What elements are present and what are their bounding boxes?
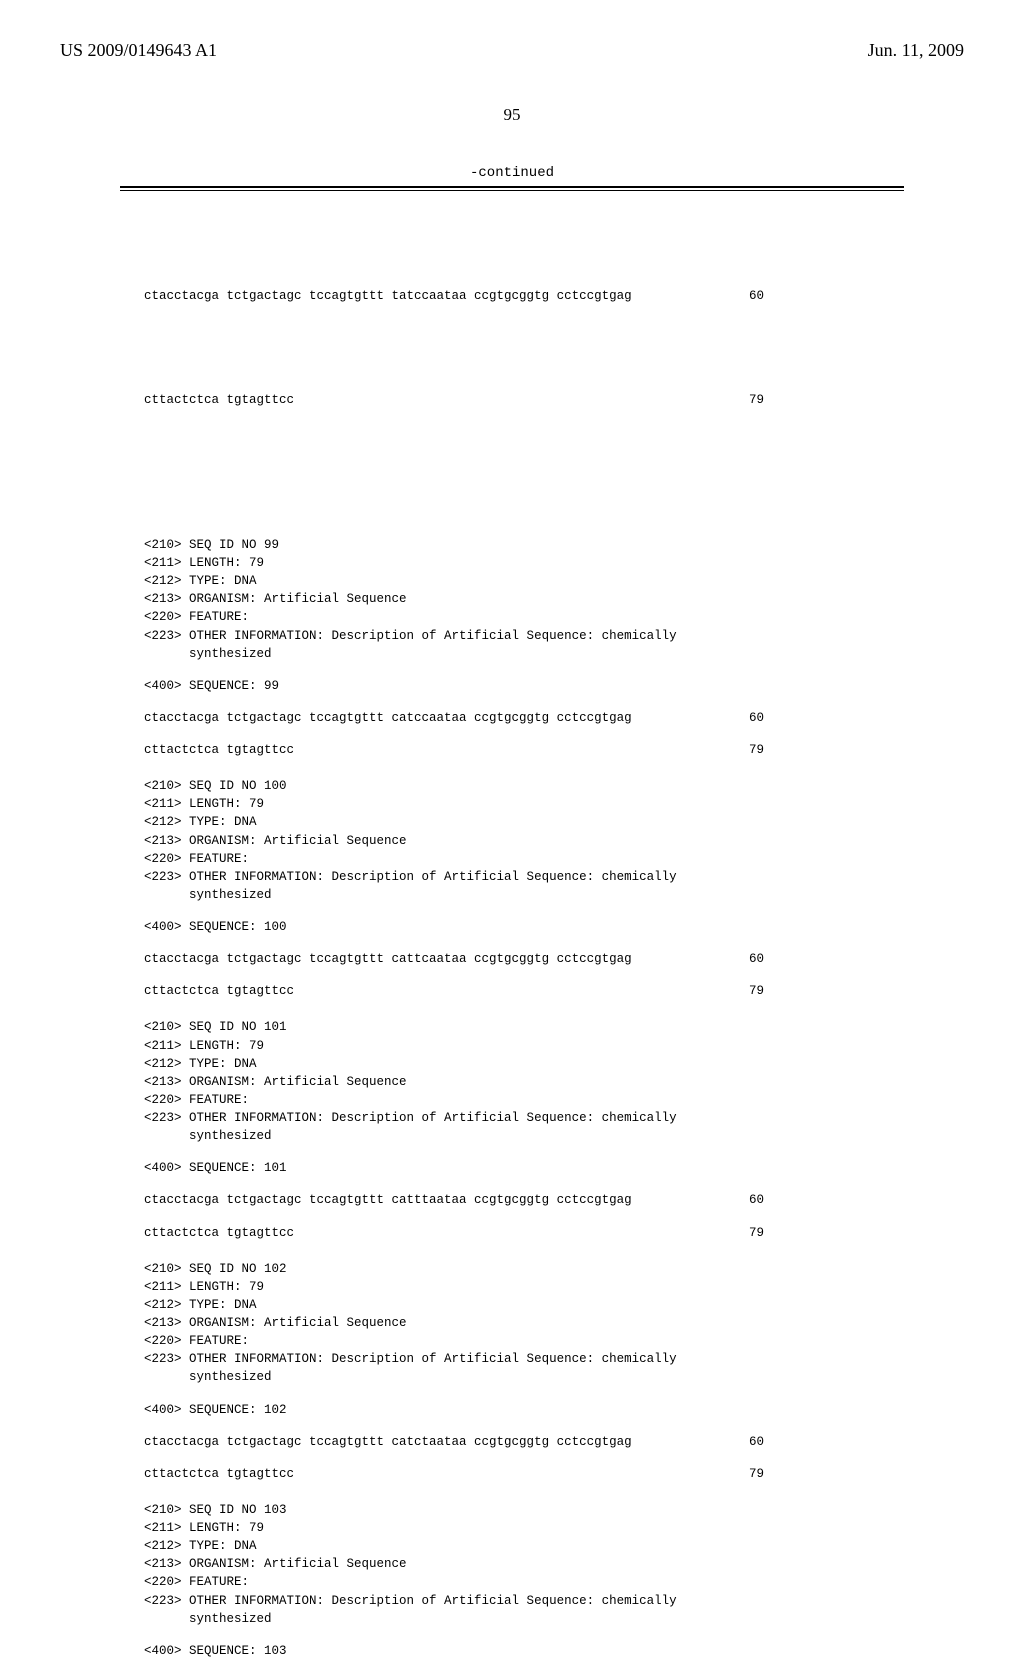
sequence-text: ctacctacga tctgactagc tccagtgttt catccaa… (144, 709, 632, 727)
sequence-listing: ctacctacga tctgactagc tccagtgttt tatccaa… (144, 214, 904, 1678)
sequence-entry: <210> SEQ ID NO 99<211> LENGTH: 79<212> … (144, 536, 904, 759)
sequence-entry: <210> SEQ ID NO 100<211> LENGTH: 79<212>… (144, 777, 904, 1000)
metadata-line: <223> OTHER INFORMATION: Description of … (144, 868, 904, 886)
sequence-line: cttactctca tgtagttcc 79 (144, 741, 764, 759)
sequence-text: ctacctacga tctgactagc tccagtgttt tatccaa… (144, 287, 632, 305)
sequence-line: cttactctca tgtagttcc 79 (144, 1224, 764, 1242)
sequence-position: 79 (719, 1224, 764, 1242)
sequence-metadata: <210> SEQ ID NO 101<211> LENGTH: 79<212>… (144, 1018, 904, 1145)
sequence-text: cttactctca tgtagttcc (144, 1224, 294, 1242)
continued-label: -continued (0, 165, 1024, 181)
metadata-line: <220> FEATURE: (144, 1332, 904, 1350)
metadata-line: <211> LENGTH: 79 (144, 1519, 904, 1537)
publication-number: US 2009/0149643 A1 (60, 40, 217, 60)
publication-date: Jun. 11, 2009 (868, 40, 964, 61)
sequence-line: ctacctacga tctgactagc tccagtgttt catccaa… (144, 709, 764, 727)
sequence-label: <400> SEQUENCE: 101 (144, 1159, 904, 1177)
sequence-text: cttactctca tgtagttcc (144, 741, 294, 759)
sequence-label: <400> SEQUENCE: 99 (144, 677, 904, 695)
sequence-block: ctacctacga tctgactagc tccagtgttt tatccaa… (144, 250, 904, 445)
sequence-metadata: <210> SEQ ID NO 102<211> LENGTH: 79<212>… (144, 1260, 904, 1387)
sequence-line: ctacctacga tctgactagc tccagtgttt cattcaa… (144, 950, 764, 968)
metadata-line: synthesized (144, 1610, 904, 1628)
sequence-position: 60 (719, 709, 764, 727)
sequence-text: cttactctca tgtagttcc (144, 1465, 294, 1483)
metadata-line: <212> TYPE: DNA (144, 813, 904, 831)
metadata-line: <212> TYPE: DNA (144, 1537, 904, 1555)
metadata-line: synthesized (144, 886, 904, 904)
page-number: 95 (0, 105, 1024, 125)
metadata-line: <220> FEATURE: (144, 608, 904, 626)
metadata-line: synthesized (144, 1368, 904, 1386)
sequence-metadata: <210> SEQ ID NO 99<211> LENGTH: 79<212> … (144, 536, 904, 663)
sequence-position: 60 (719, 287, 764, 305)
sequence-position: 60 (719, 1433, 764, 1451)
metadata-line: <211> LENGTH: 79 (144, 1278, 904, 1296)
metadata-line: synthesized (144, 1127, 904, 1145)
metadata-line: <220> FEATURE: (144, 1091, 904, 1109)
sequence-metadata: <210> SEQ ID NO 100<211> LENGTH: 79<212>… (144, 777, 904, 904)
metadata-line: <212> TYPE: DNA (144, 1296, 904, 1314)
sequence-text: cttactctca tgtagttcc (144, 982, 294, 1000)
metadata-line: <211> LENGTH: 79 (144, 1037, 904, 1055)
metadata-line: <223> OTHER INFORMATION: Description of … (144, 1109, 904, 1127)
metadata-line: <213> ORGANISM: Artificial Sequence (144, 832, 904, 850)
metadata-line: <223> OTHER INFORMATION: Description of … (144, 1350, 904, 1368)
sequence-text: ctacctacga tctgactagc tccagtgttt cattcaa… (144, 950, 632, 968)
metadata-line: <211> LENGTH: 79 (144, 554, 904, 572)
sequence-label: <400> SEQUENCE: 103 (144, 1642, 904, 1660)
sequence-position: 60 (719, 950, 764, 968)
metadata-line: synthesized (144, 645, 904, 663)
sequence-metadata: <210> SEQ ID NO 103<211> LENGTH: 79<212>… (144, 1501, 904, 1628)
sequence-position: 79 (719, 741, 764, 759)
metadata-line: <210> SEQ ID NO 102 (144, 1260, 904, 1278)
metadata-line: <220> FEATURE: (144, 1573, 904, 1591)
sequence-text: cttactctca tgtagttcc (144, 391, 294, 409)
metadata-line: <223> OTHER INFORMATION: Description of … (144, 627, 904, 645)
sequence-position: 79 (719, 1465, 764, 1483)
sequence-entry: <210> SEQ ID NO 102<211> LENGTH: 79<212>… (144, 1260, 904, 1483)
metadata-line: <210> SEQ ID NO 100 (144, 777, 904, 795)
sequence-entry: <210> SEQ ID NO 101<211> LENGTH: 79<212>… (144, 1018, 904, 1241)
rule-top-2 (120, 190, 904, 191)
page-header: US 2009/0149643 A1 Jun. 11, 2009 (0, 40, 1024, 61)
sequence-entry: <210> SEQ ID NO 103<211> LENGTH: 79<212>… (144, 1501, 904, 1660)
sequence-text: ctacctacga tctgactagc tccagtgttt catctaa… (144, 1433, 632, 1451)
sequence-position: 79 (719, 391, 764, 409)
rule-top (120, 186, 904, 188)
metadata-line: <213> ORGANISM: Artificial Sequence (144, 1555, 904, 1573)
metadata-line: <210> SEQ ID NO 101 (144, 1018, 904, 1036)
metadata-line: <213> ORGANISM: Artificial Sequence (144, 1314, 904, 1332)
metadata-line: <211> LENGTH: 79 (144, 795, 904, 813)
sequence-line: ctacctacga tctgactagc tccagtgttt catttaa… (144, 1191, 764, 1209)
sequence-label: <400> SEQUENCE: 102 (144, 1401, 904, 1419)
metadata-line: <212> TYPE: DNA (144, 1055, 904, 1073)
sequence-position: 60 (719, 1191, 764, 1209)
metadata-line: <213> ORGANISM: Artificial Sequence (144, 1073, 904, 1091)
metadata-line: <213> ORGANISM: Artificial Sequence (144, 590, 904, 608)
sequence-line: cttactctca tgtagttcc 79 (144, 1465, 764, 1483)
sequence-line: ctacctacga tctgactagc tccagtgttt tatccaa… (144, 287, 764, 305)
sequence-text: ctacctacga tctgactagc tccagtgttt catttaa… (144, 1191, 632, 1209)
metadata-line: <210> SEQ ID NO 99 (144, 536, 904, 554)
sequence-line: cttactctca tgtagttcc 79 (144, 982, 764, 1000)
metadata-line: <210> SEQ ID NO 103 (144, 1501, 904, 1519)
metadata-line: <212> TYPE: DNA (144, 572, 904, 590)
metadata-line: <220> FEATURE: (144, 850, 904, 868)
sequence-position: 79 (719, 982, 764, 1000)
metadata-line: <223> OTHER INFORMATION: Description of … (144, 1592, 904, 1610)
sequence-label: <400> SEQUENCE: 100 (144, 918, 904, 936)
sequence-line: ctacctacga tctgactagc tccagtgttt catctaa… (144, 1433, 764, 1451)
sequence-line: cttactctca tgtagttcc 79 (144, 391, 764, 409)
